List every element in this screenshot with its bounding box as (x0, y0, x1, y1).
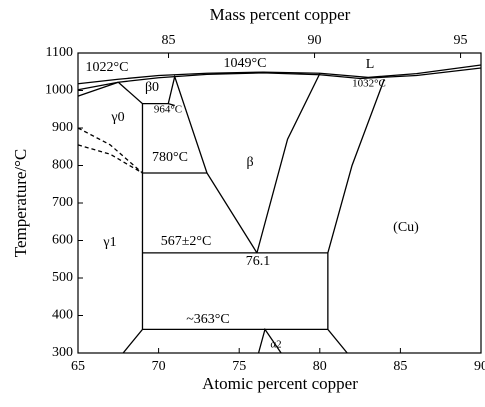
x-tick-label: 90 (474, 359, 485, 374)
phase-boundary (142, 74, 258, 254)
x-tick-label: 85 (393, 359, 407, 374)
annotation: 780°C (152, 150, 188, 165)
y-tick-label: 1000 (45, 83, 73, 98)
phase-boundary (77, 127, 143, 174)
x-axis-label: Atomic percent copper (202, 374, 358, 393)
annotation: β0 (145, 80, 159, 95)
y-tick-label: 500 (52, 270, 73, 285)
annotation: 1022°C (86, 60, 129, 75)
annotation: β (246, 155, 253, 170)
x2-tick-label: 90 (308, 33, 322, 48)
y-tick-label: 900 (52, 120, 73, 135)
y-tick-label: 400 (52, 308, 73, 323)
y-axis-label: Temperature/°C (11, 149, 30, 258)
y-tick-label: 300 (52, 345, 73, 360)
y-tick-label: 1100 (46, 45, 73, 60)
annotation: ~363°C (186, 312, 230, 327)
x2-axis-label: Mass percent copper (210, 5, 351, 24)
y-tick-label: 700 (52, 195, 73, 210)
phase-boundary (77, 81, 119, 97)
x-tick-label: 75 (232, 359, 246, 374)
phase-boundary (77, 64, 482, 85)
annotation: 567±2°C (161, 234, 212, 249)
phase-boundary (327, 79, 385, 354)
y-tick-label: 600 (52, 233, 73, 248)
phase-boundary (257, 327, 282, 354)
annotation: α2 (270, 339, 281, 351)
annotation: 76.1 (246, 254, 271, 269)
x2-tick-label: 85 (162, 33, 176, 48)
annotation: γ1 (102, 235, 116, 250)
annotation: 1049°C (224, 56, 267, 71)
x2-tick-label: 95 (454, 33, 468, 48)
phase-boundary (117, 81, 144, 354)
annotation: 1032°C (352, 78, 386, 90)
phase-boundary (77, 144, 143, 174)
annotation: 964°C (154, 104, 182, 116)
x-tick-label: 80 (313, 359, 327, 374)
x-tick-label: 65 (71, 359, 85, 374)
annotation: (Cu) (393, 220, 419, 235)
phase-boundary (168, 103, 175, 107)
phase-boundary (77, 67, 482, 91)
annotation: L (366, 57, 375, 72)
annotation: γ0 (110, 110, 124, 125)
y-tick-label: 800 (52, 158, 73, 173)
phase-boundary (256, 73, 321, 254)
x-tick-label: 70 (152, 359, 166, 374)
plot-frame (77, 52, 482, 354)
